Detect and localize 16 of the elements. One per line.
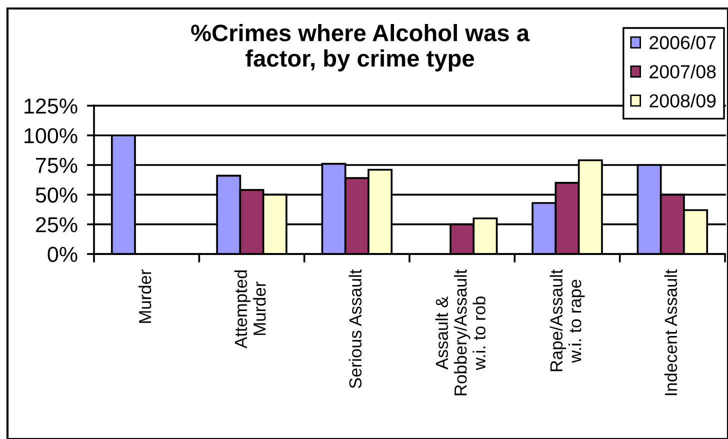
- x-tick-label: Assault & Robbery/Assault w.i. to rob: [435, 269, 486, 396]
- x-tick-label: Rape/Assault w.i. to rape: [550, 269, 585, 372]
- chart-title: %Crimes where Alcohol was a factor, by crime type: [191, 24, 530, 72]
- y-tick-label: 100%: [24, 128, 78, 144]
- y-tick-label: 50%: [36, 187, 78, 203]
- legend-label: 2007/08: [650, 64, 716, 78]
- x-tick-label: Indecent Assault: [664, 269, 678, 396]
- x-tick-label: Attempted Murder: [234, 270, 266, 348]
- y-tick-label: 25%: [36, 217, 78, 232]
- y-tick-label: 75%: [36, 158, 78, 174]
- x-tick-label: Serious Assault: [348, 269, 362, 388]
- y-tick-label: 0%: [48, 246, 78, 262]
- x-tick-label: Murder: [138, 270, 152, 323]
- legend-label: 2006/07: [650, 36, 716, 50]
- legend-label: 2008/09: [650, 94, 716, 108]
- y-tick-label: 125%: [24, 98, 78, 114]
